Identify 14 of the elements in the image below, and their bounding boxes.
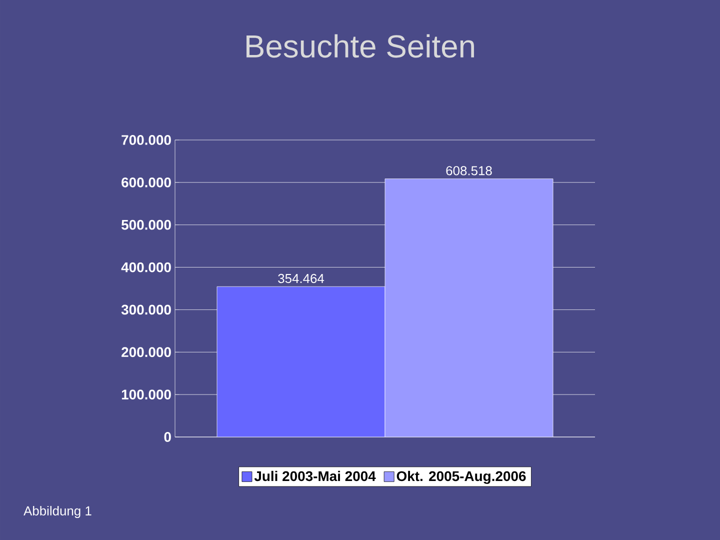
data-label: 354.464 [278,274,324,284]
y-tick-label: 0 [164,432,171,442]
y-tick-label: 300.000 [121,304,171,315]
y-tick-label: 700.000 [122,135,171,145]
y-tick-label: 400.000 [121,262,171,272]
y-tick-label: 100.000 [122,390,171,400]
legend-label: Okt. 2005-Aug.2006 [396,470,526,484]
legend-label: Juli 2003-Mai 2004 [254,470,376,482]
text: Abbildung 1 [24,506,92,518]
data-label: 608.518 [446,166,492,176]
chart-title: Besuchte Seiten [246,34,474,58]
y-tick-label: 600.000 [122,177,171,188]
y-tick-label: 500.000 [121,220,171,230]
y-tick-label: 200.000 [122,347,171,358]
